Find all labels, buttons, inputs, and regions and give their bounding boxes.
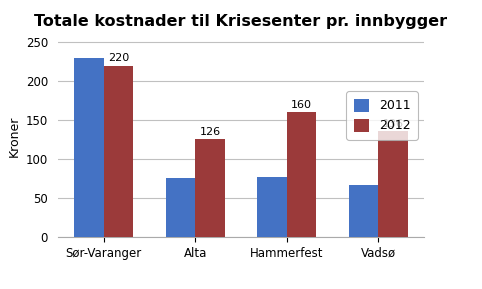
Text: 220: 220	[108, 53, 129, 64]
Bar	[257, 177, 287, 237]
Title: Totale kostnader til Krisesenter pr. innbygger: Totale kostnader til Krisesenter pr. inn…	[34, 14, 448, 29]
Bar	[166, 178, 195, 237]
Bar	[378, 131, 407, 237]
Bar	[104, 66, 133, 237]
Text: 160: 160	[291, 100, 312, 110]
Legend: 2011, 2012: 2011, 2012	[346, 91, 418, 140]
Bar	[349, 185, 378, 237]
Bar	[287, 112, 316, 237]
Bar	[75, 58, 104, 237]
Text: 136: 136	[382, 119, 403, 129]
Y-axis label: Kroner: Kroner	[7, 115, 20, 157]
Bar	[195, 139, 225, 237]
Text: 126: 126	[200, 127, 220, 137]
